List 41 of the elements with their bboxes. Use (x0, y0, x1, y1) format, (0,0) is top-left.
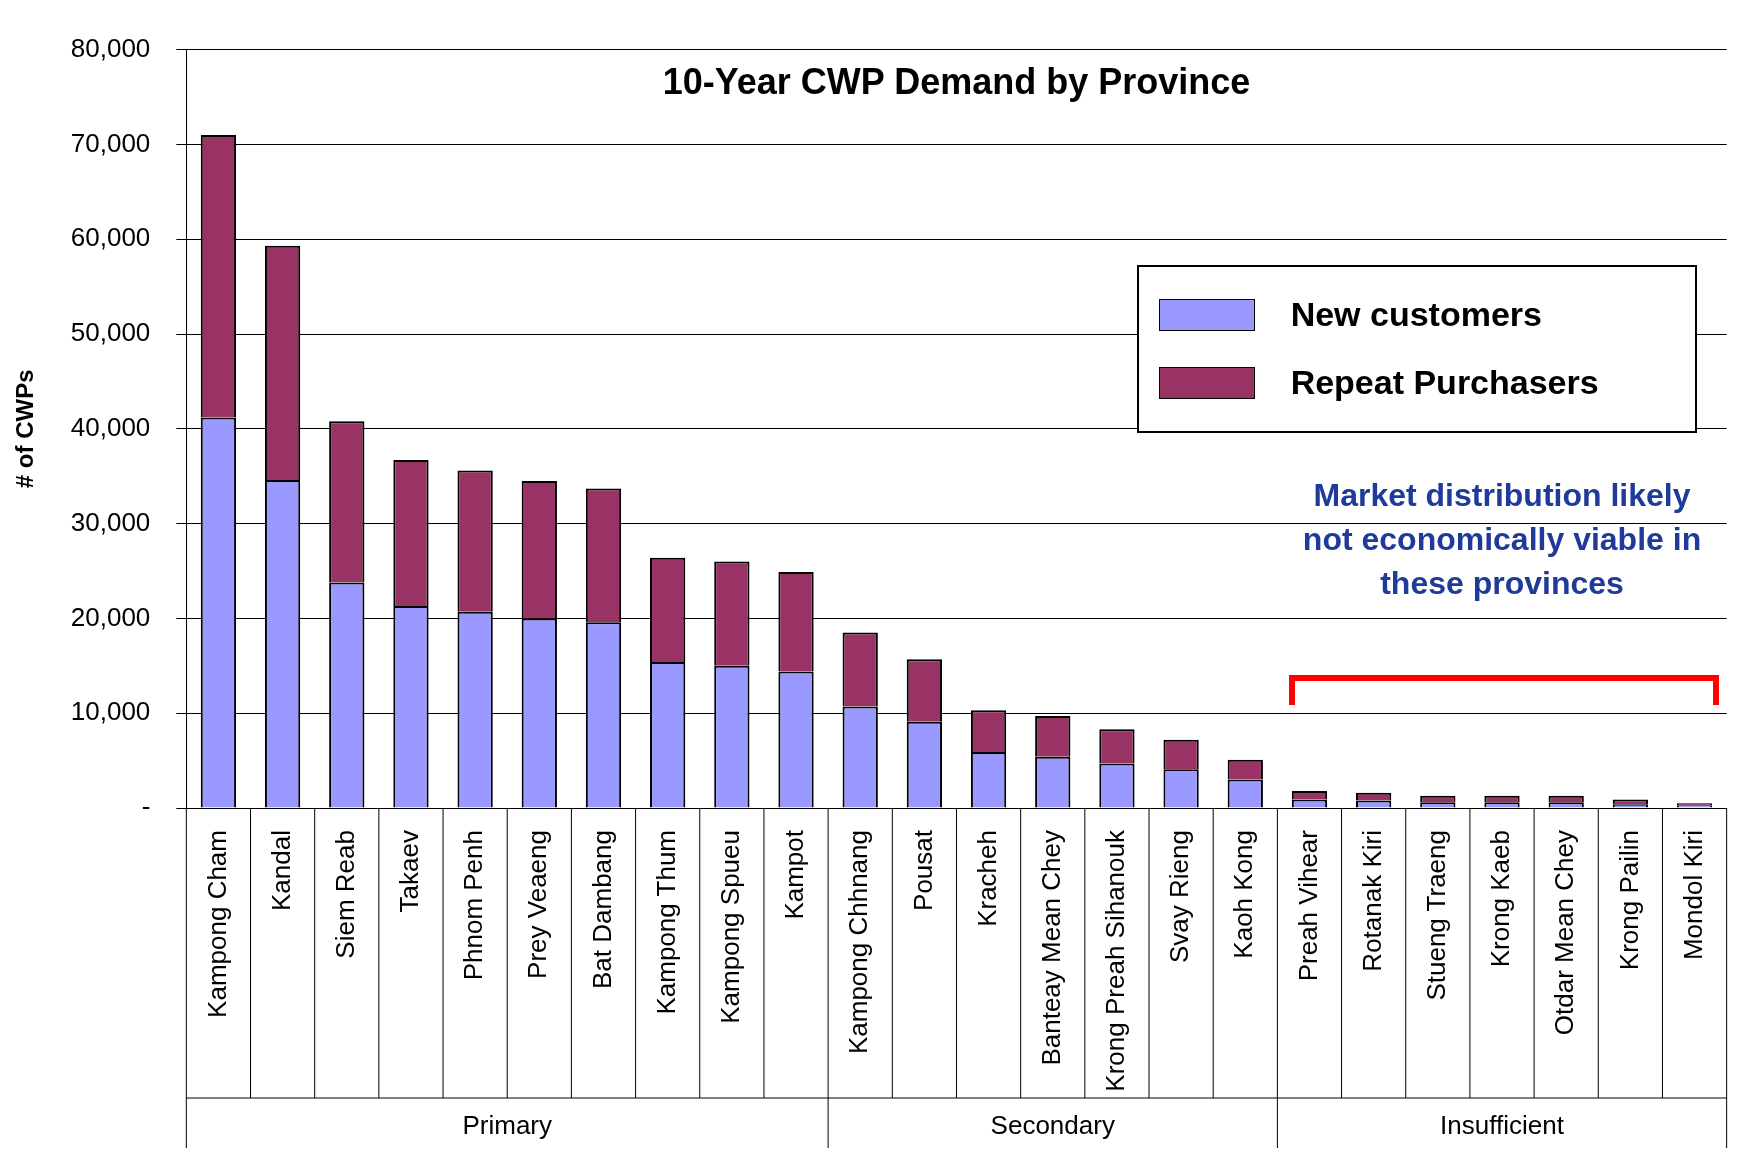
y-tick-label: 80,000 (70, 32, 151, 63)
x-tick-label: Otdar Mean Chey (1549, 830, 1580, 1036)
y-tick-label: - (141, 791, 151, 822)
x-tick-label: Krong Pailin (1613, 830, 1644, 971)
x-tick-label: Kracheh (971, 830, 1002, 927)
x-tick-label: Pousat (907, 829, 938, 911)
x-tick-label: Mondol Kiri (1677, 830, 1708, 961)
x-tick-label: Bat Dambang (586, 830, 617, 989)
y-tick-label: 20,000 (70, 601, 151, 632)
x-tick-label: Stueng Traeng (1421, 830, 1451, 1001)
x-tick-label: Kampong Spueu (715, 830, 746, 1024)
y-tick-label: 30,000 (70, 506, 151, 537)
x-tick-label: Kampong Cham (201, 830, 232, 1018)
x-tick-label: Takaev (394, 830, 425, 913)
y-tick-label: 60,000 (70, 222, 151, 253)
x-tick-label: Kampot (779, 829, 810, 920)
annotation: Market distribution likely not economically viable in these provinces (1302, 476, 1702, 601)
text: Secondary (990, 1110, 1115, 1141)
y-tick-label: 10,000 (70, 696, 151, 727)
x-tick-label: Preah Vihear (1292, 829, 1323, 982)
legend-label: New customers (1290, 295, 1542, 335)
x-tick-label: Siem Reab (329, 830, 360, 959)
x-tick-label: Kampong Thum (650, 830, 681, 1015)
x-tick-label: Banteay Mean Chey (1035, 830, 1066, 1066)
x-tick-label: Kampong Chhnang (843, 830, 874, 1055)
text: Primary (462, 1110, 552, 1141)
y-tick-label: 40,000 (70, 411, 151, 442)
legend-label: Repeat Purchasers (1290, 363, 1599, 403)
x-tick-label: Rotanak Kiri (1356, 830, 1387, 972)
y-tick-label: 50,000 (70, 317, 151, 348)
y-axis-title: # of CWPs (11, 369, 39, 489)
text: Insufficient (1440, 1110, 1565, 1141)
x-tick-label: Krong Kaeb (1485, 830, 1516, 968)
x-tick-label: Svay Rieng (1164, 830, 1195, 963)
chart-title: 10-Year CWP Demand by Province (662, 60, 1251, 102)
x-tick-label: Prey Veaeng (522, 830, 553, 979)
x-tick-label: Kaoh Kong (1228, 830, 1259, 959)
x-tick-label: Krong Preah Sihanouk (1100, 829, 1131, 1092)
x-tick-label: Phnom Penh (458, 830, 489, 981)
y-tick-label: 70,000 (70, 127, 151, 158)
x-tick-label: Kandal (265, 830, 296, 911)
